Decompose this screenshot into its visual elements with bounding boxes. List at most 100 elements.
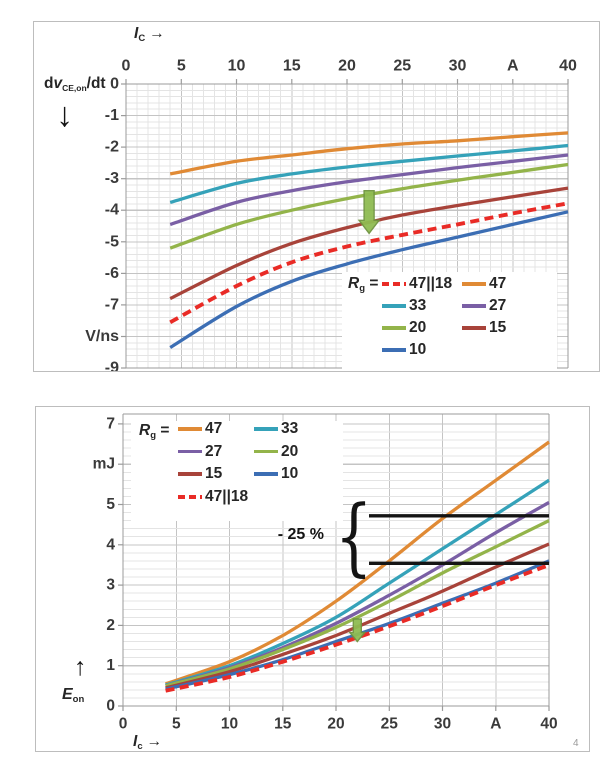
x-tick-label: A	[490, 716, 501, 733]
curve-rg-47	[165, 440, 550, 686]
x-tick-label: 5	[177, 58, 186, 75]
x-tick-label: 15	[283, 58, 301, 75]
legend-label: 10	[281, 465, 299, 482]
legend-entry-rg-47-18: 47||18	[178, 487, 249, 505]
x-tick-label: 10	[228, 58, 246, 75]
legend-swatch-20	[254, 449, 278, 454]
y-tick-label: -6	[105, 265, 119, 282]
legend-swatch-20	[382, 326, 406, 330]
legend-swatch-27	[178, 449, 202, 454]
x-tick-label: 40	[559, 58, 577, 75]
x-axis-symbol: I	[133, 733, 138, 750]
drop-arrow-icon	[357, 189, 381, 235]
x-tick-label: 5	[172, 716, 181, 733]
legend-label: 47	[205, 420, 223, 437]
y-tick-label: 3	[106, 577, 115, 594]
legend-label: 20	[281, 442, 299, 460]
legend-entry-rg-20: 20	[254, 442, 299, 460]
legend-label: 27	[489, 297, 507, 314]
right-arrow-icon: →	[146, 733, 163, 750]
legend-swatch-15	[462, 326, 486, 330]
legend-swatch-47-18	[178, 494, 202, 499]
curve-rg-33	[165, 478, 550, 687]
legend-swatch-15	[178, 472, 202, 476]
y-tick-label: 0	[106, 698, 115, 715]
x-tick-label: A	[507, 58, 519, 75]
drop-arrow-icon	[348, 618, 367, 643]
brace-icon: {	[335, 487, 373, 585]
y-tick-label: -4	[105, 202, 119, 219]
curve-rg-27	[169, 153, 569, 226]
x-tick-label: 40	[540, 716, 557, 733]
footnote-marker: 4	[573, 738, 579, 749]
y-axis-title: Eon	[62, 686, 85, 705]
legend-swatch-33	[382, 304, 406, 308]
x-tick-label: 25	[393, 58, 411, 75]
y-axis-title: dvCE,on/dt	[44, 75, 106, 93]
legend-label: 47||18	[409, 275, 453, 292]
y-tick-label: -3	[105, 170, 119, 187]
legend-entry-rg-33: 33	[382, 297, 427, 314]
legend-label: 33	[409, 297, 427, 314]
legend-title: Rg =	[139, 422, 170, 441]
legend-swatch-33	[254, 427, 278, 431]
x-tick-label: 20	[338, 58, 356, 75]
legend-entry-rg-15: 15	[178, 465, 223, 482]
y-tick-label: 0	[110, 76, 119, 93]
dvdt-chart-panel: 0 5 10 15 20 25 30 A 40 0 -1 -2 -3 -4 -5 -6 -7 V/ns -9 IC →…	[33, 21, 600, 372]
y-tick-label: 5	[106, 496, 115, 513]
y-tick-label: 7	[106, 415, 115, 432]
legend-label: 47	[489, 275, 507, 292]
x-tick-label: 20	[327, 716, 344, 733]
legend-swatch-47	[178, 427, 202, 431]
legend-label: 47||18	[205, 487, 249, 505]
down-arrow-icon: ↓	[56, 96, 73, 134]
y-tick-label: -2	[105, 139, 119, 156]
legend-entry-rg-47: 47	[178, 420, 223, 437]
legend-entry-rg-27: 27	[462, 297, 507, 314]
up-arrow-icon: ↑	[74, 653, 87, 681]
legend-swatch-10	[382, 348, 406, 352]
x-tick-label: 30	[434, 716, 451, 733]
y-tick-label: -9	[105, 360, 119, 372]
legend-label: 27	[205, 442, 223, 460]
curve-rg-47	[169, 131, 569, 176]
y-tick-label: 4	[106, 536, 115, 553]
legend-label: 15	[205, 465, 223, 482]
legend: Rg = 47||18 47 33 27 20 15 10	[342, 272, 557, 369]
y-tick-label: V/ns	[85, 328, 119, 345]
x-tick-label: 0	[122, 58, 131, 75]
y-tick-label: mJ	[93, 456, 115, 473]
legend-entry-rg-10: 10	[254, 465, 299, 482]
curve-rg-47-18	[165, 563, 550, 693]
legend-entry-rg-15: 15	[462, 319, 507, 336]
x-axis-title: Ic →	[133, 733, 163, 752]
legend-swatch-47-18	[382, 282, 406, 286]
y-tick-label: 2	[106, 617, 115, 634]
curve-rg-47-18	[169, 201, 569, 325]
legend-entry-rg-47: 47	[462, 275, 507, 292]
x-tick-label: 25	[381, 716, 399, 733]
reduction-label: - 25 %	[277, 526, 324, 543]
x-tick-label: 10	[221, 716, 238, 733]
eon-chart-panel: 0 5 10 15 20 25 30 A 40 7 mJ 5 4 3 2 1 0 Ic → Eon ↑ Rg = …	[35, 406, 590, 752]
curve-rg-33	[169, 143, 569, 204]
right-arrow-icon: →	[149, 25, 165, 42]
legend-swatch-10	[254, 472, 278, 476]
legend-label: 20	[409, 319, 427, 336]
y-tick-label: -5	[105, 233, 119, 250]
legend-entry-rg-10: 10	[382, 341, 427, 358]
legend-swatch-47	[462, 282, 486, 286]
y-tick-label: -1	[105, 107, 119, 124]
x-tick-label: 0	[119, 716, 128, 733]
legend-label: 15	[489, 319, 507, 336]
x-tick-label: 15	[274, 716, 292, 733]
x-axis-title: IC →	[134, 25, 165, 44]
legend-entry-rg-20: 20	[382, 319, 427, 336]
legend-label: 33	[281, 420, 299, 437]
legend-entry-rg-47-18: 47||18	[382, 275, 453, 292]
legend-label: 10	[409, 341, 427, 358]
x-tick-label: 30	[449, 58, 467, 75]
curve-rg-20	[165, 519, 550, 688]
